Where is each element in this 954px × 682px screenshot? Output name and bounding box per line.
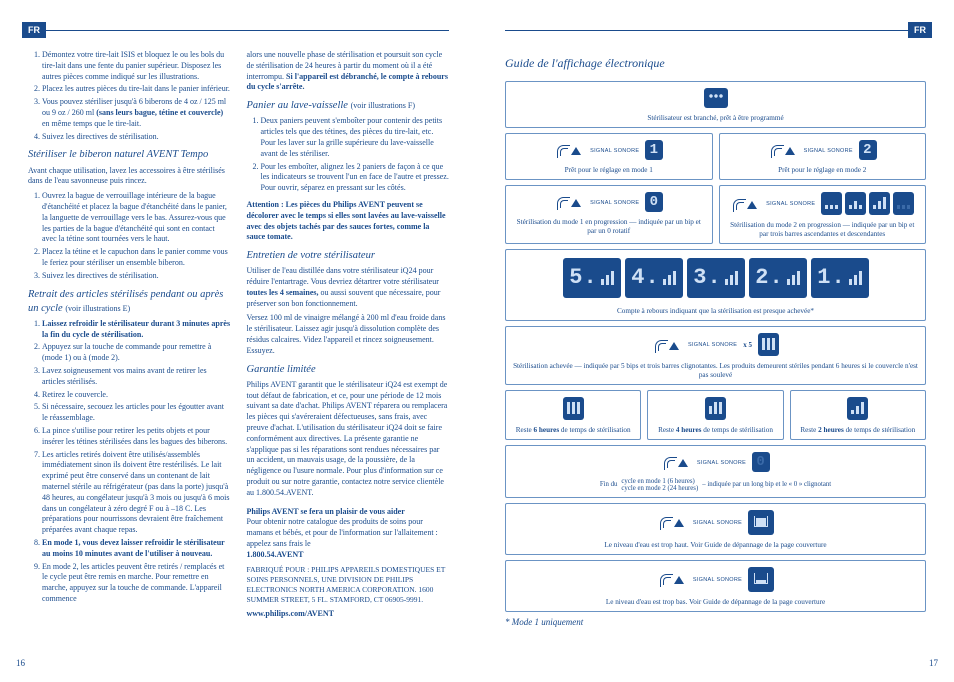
column-1: Démontez votre tire-lait ISIS et bloquez… [28, 50, 231, 660]
cycle-continuation: alors une nouvelle phase de stérilisatio… [247, 50, 450, 93]
sound-icon [771, 145, 795, 157]
tempo-steps: Ouvrez la bague de verrouillage intérieu… [28, 191, 231, 281]
lcd-icon: 1 [645, 140, 663, 160]
heading-entretien: Entretien de votre stérilisateur [247, 249, 450, 263]
lcd-icon [704, 88, 728, 108]
lcd-countdown-digit: 3. [687, 258, 745, 298]
lcd-bars-sequence [821, 192, 914, 215]
manual-spread: FR Démontez votre tire-lait ISIS et bloq… [0, 0, 954, 682]
lcd-icon: 0 [752, 452, 770, 472]
lcd-icon: 2 [859, 140, 877, 160]
intro-steps: Démontez votre tire-lait ISIS et bloquez… [28, 50, 231, 142]
sound-icon [557, 145, 581, 157]
panel-complete: SIGNAL SONORE x 5 Stérilisation achevée … [505, 326, 926, 385]
panel-mode2-ready: SIGNAL SONORE 2 Prêt pour le réglage en … [719, 133, 927, 180]
lcd-water-high-icon [748, 510, 774, 535]
panel-cycle-end: SIGNAL SONORE 0 Fin du cycle en mode 1 (… [505, 445, 926, 498]
panel-mode1-ready: SIGNAL SONORE 1 Prêt pour le réglage en … [505, 133, 713, 180]
text-columns: Démontez votre tire-lait ISIS et bloquez… [28, 50, 449, 660]
panel-2h: Reste 2 heures de temps de stérilisation [790, 390, 926, 440]
lcd-countdown-digit: 4. [625, 258, 683, 298]
panel-row-remaining: Reste 6 heures de temps de stérilisation… [505, 390, 926, 440]
lcd-countdown-digit: 5. [563, 258, 621, 298]
heading-garantie: Garantie limitée [247, 363, 450, 377]
panel-6h: Reste 6 heures de temps de stérilisation [505, 390, 641, 440]
sound-icon [655, 340, 679, 352]
guide-title: Guide de l'affichage électronique [505, 56, 926, 71]
page-17: FR Guide de l'affichage électronique Sté… [477, 0, 954, 682]
sound-icon [660, 574, 684, 586]
page-number: 17 [929, 658, 938, 668]
tempo-intro: Avant chaque utilisation, lavez les acce… [28, 166, 231, 188]
panier-steps: Deux paniers peuvent s'emboîter pour con… [247, 116, 450, 194]
panel-row-ready: SIGNAL SONORE 1 Prêt pour le réglage en … [505, 133, 926, 180]
page-number: 16 [16, 658, 25, 668]
lcd-bars-icon [758, 333, 779, 356]
language-tab: FR [908, 22, 932, 38]
lcd-water-low-icon [748, 567, 774, 592]
heading-tempo: Stériliser le biberon naturel AVENT Temp… [28, 148, 231, 162]
header-rule [505, 30, 909, 31]
lcd-icon: 0 [645, 192, 663, 212]
footnote: * Mode 1 uniquement [505, 617, 926, 627]
garantie-body: Philips AVENT garantit que le stérilisat… [247, 380, 450, 499]
website-url: www.philips.com/AVENT [247, 609, 450, 620]
sound-icon [660, 517, 684, 529]
panel-water-high: SIGNAL SONORE Le niveau d'eau est trop h… [505, 503, 926, 555]
retrait-steps: Laissez refroidir le stérilisateur duran… [28, 319, 231, 605]
sound-icon [733, 199, 757, 211]
sound-icon [664, 457, 688, 469]
panel-4h: Reste 4 heures de temps de stérilisation [647, 390, 783, 440]
entretien-p2: Versez 100 ml de vinaigre mélangé à 200 … [247, 313, 450, 356]
language-tab: FR [22, 22, 46, 38]
panel-plugged-in: Stérilisateur est branché, prêt à être p… [505, 81, 926, 128]
panel-mode1-progress: SIGNAL SONORE 0 Stérilisation du mode 1 … [505, 185, 713, 244]
display-guide: Guide de l'affichage électronique Stéril… [505, 56, 926, 627]
panel-water-low: SIGNAL SONORE Le niveau d'eau est trop b… [505, 560, 926, 612]
sound-icon [557, 197, 581, 209]
manufacturer-address: FABRIQUÉ POUR : PHILIPS APPAREILS DOMEST… [247, 565, 450, 606]
dishwasher-warning: Attention : Les pièces du Philips AVENT … [247, 200, 450, 243]
lcd-countdown-digit: 1. [811, 258, 869, 298]
help-block: Philips AVENT se fera un plaisir de vous… [247, 507, 450, 561]
entretien-p1: Utiliser de l'eau distillée dans votre s… [247, 266, 450, 309]
panel-mode2-progress: SIGNAL SONORE Stérilisation du mode 2 en… [719, 185, 927, 244]
lcd-bars-icon [847, 397, 868, 420]
heading-panier: Panier au lave-vaisselle (voir illustrat… [247, 99, 450, 113]
lcd-bars-icon [563, 397, 584, 420]
column-2: alors une nouvelle phase de stérilisatio… [247, 50, 450, 660]
heading-retrait: Retrait des articles stérilisés pendant … [28, 288, 231, 316]
page-16: FR Démontez votre tire-lait ISIS et bloq… [0, 0, 477, 682]
lcd-countdown-digit: 2. [749, 258, 807, 298]
panel-countdown: 5.4.3.2.1. Compte à rebours indiquant qu… [505, 249, 926, 321]
lcd-bars-icon [705, 397, 726, 420]
header-rule [45, 30, 449, 31]
panel-row-progress: SIGNAL SONORE 0 Stérilisation du mode 1 … [505, 185, 926, 244]
